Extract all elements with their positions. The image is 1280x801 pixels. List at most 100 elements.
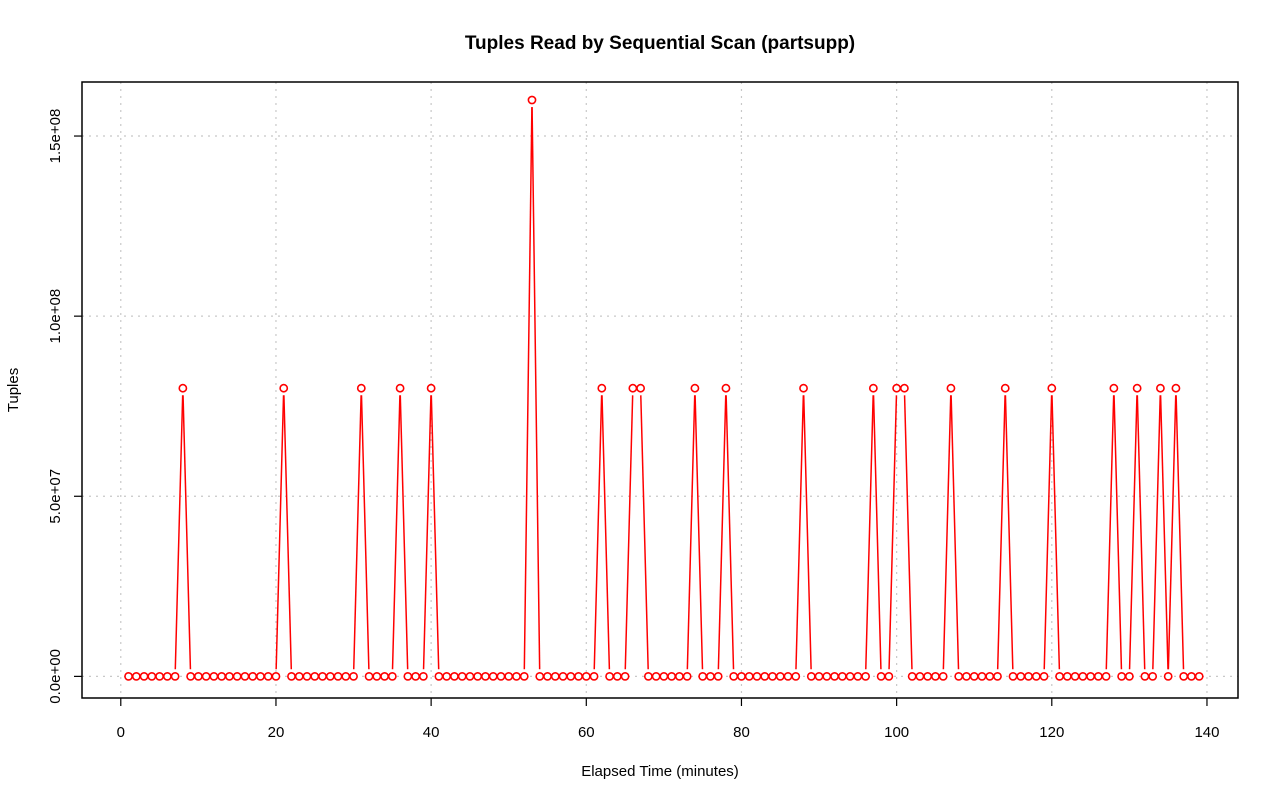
series-segment [399, 395, 409, 670]
data-point [1031, 671, 1041, 681]
series-segment [1152, 395, 1161, 670]
data-point [636, 383, 646, 393]
series-segment [865, 395, 874, 670]
chart-title: Tuples Read by Sequential Scan (partsupp… [465, 33, 855, 54]
data-point [473, 671, 483, 681]
data-point [628, 383, 638, 393]
data-point [612, 671, 622, 681]
data-point [186, 671, 196, 681]
data-point [1156, 383, 1165, 393]
data-point [279, 383, 289, 393]
x-tick-label: 40 [423, 724, 440, 741]
data-point [1062, 671, 1072, 681]
data-point [294, 671, 304, 681]
series-segment [1175, 395, 1185, 670]
x-tick-label: 140 [1194, 724, 1219, 741]
series-segment [1136, 395, 1146, 670]
data-point [395, 383, 405, 393]
data-point [993, 671, 1002, 681]
data-point [519, 671, 529, 681]
data-point [1086, 671, 1095, 681]
data-point [1016, 671, 1026, 681]
data-point [775, 671, 785, 681]
data-point [884, 671, 894, 681]
data-point [170, 671, 180, 681]
data-point [1093, 671, 1103, 681]
data-point [837, 671, 847, 681]
data-point [543, 671, 552, 681]
data-point [162, 671, 172, 681]
data-point [1124, 671, 1134, 681]
series-segment [182, 395, 192, 670]
data-point [643, 671, 653, 681]
data-point [752, 671, 762, 681]
series-segment [694, 395, 704, 670]
data-point [923, 671, 933, 681]
data-point [488, 671, 498, 681]
data-point [899, 383, 909, 393]
data-point [721, 383, 731, 393]
data-point [574, 671, 583, 681]
data-point [287, 671, 296, 681]
data-point [240, 671, 250, 681]
data-point [698, 671, 708, 681]
series-segment [174, 395, 184, 670]
grid [82, 82, 1238, 698]
data-point [310, 671, 320, 681]
data-point [876, 671, 886, 681]
x-axis-label: Elapsed Time (minutes) [581, 763, 739, 780]
series-segment [996, 395, 1006, 670]
data-point [589, 671, 599, 681]
x-tick-label: 60 [578, 724, 595, 741]
data-point [232, 671, 242, 681]
data-point [201, 671, 211, 681]
data-point [318, 671, 327, 681]
data-point [706, 671, 715, 681]
data-point [131, 671, 141, 681]
data-point [969, 671, 979, 681]
data-point [659, 671, 669, 681]
data-point [853, 671, 863, 681]
x-tick-label: 80 [733, 724, 750, 741]
data-point [380, 671, 389, 681]
data-point [527, 95, 537, 105]
x-axis: 0 20 40 60 80 100 120 140 [117, 698, 1219, 741]
data-point [124, 671, 133, 681]
series-segment [888, 395, 898, 670]
data-point [985, 671, 995, 681]
data-point [977, 671, 987, 681]
data-point [481, 671, 490, 681]
data-point [822, 671, 832, 681]
x-tick-label: 100 [884, 724, 909, 741]
data-point [387, 671, 397, 681]
series-segment [275, 395, 285, 670]
data-point [302, 671, 312, 681]
data-point [806, 671, 816, 681]
data-point [868, 383, 878, 393]
data-point [861, 671, 870, 681]
data-point [356, 383, 366, 393]
series-segment [1159, 395, 1169, 670]
series-0 [124, 95, 1204, 681]
data-point [566, 671, 576, 681]
data-point [271, 671, 281, 681]
series-segment [601, 395, 611, 670]
y-tick-label: 5.0e+07 [47, 469, 64, 524]
data-point [938, 671, 948, 681]
data-point [558, 671, 568, 681]
data-point [155, 671, 164, 681]
series-segment [1128, 395, 1138, 670]
data-point [1047, 383, 1057, 393]
data-point [209, 671, 219, 681]
data-point [372, 671, 382, 681]
series-segment [725, 395, 735, 670]
data-point [667, 671, 677, 681]
data-point [1187, 671, 1196, 681]
data-point [217, 671, 227, 681]
data-point [193, 671, 203, 681]
data-point [768, 671, 777, 681]
data-point [1132, 383, 1142, 393]
x-tick-label: 120 [1039, 724, 1064, 741]
data-point [814, 671, 824, 681]
